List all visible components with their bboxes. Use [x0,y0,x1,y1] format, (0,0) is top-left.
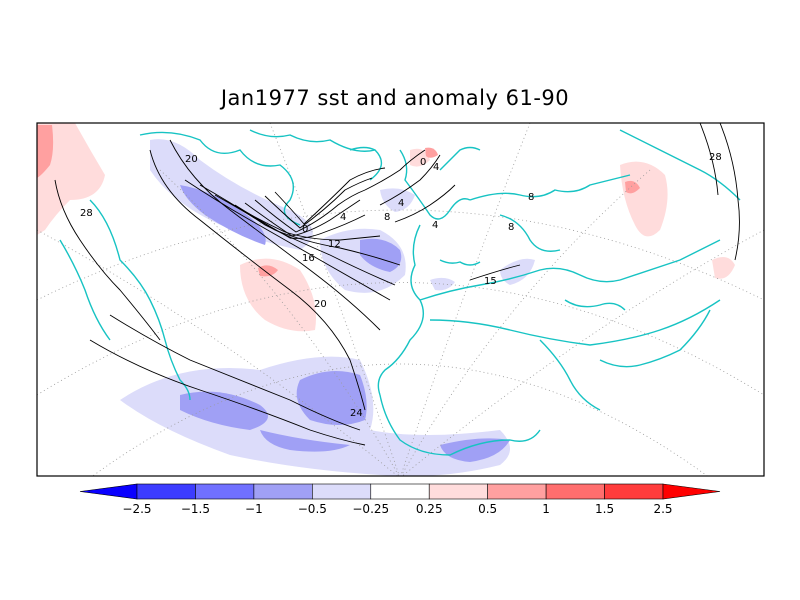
contour-label: 8 [528,192,534,203]
coastlines [59,129,741,456]
colorbar-triangle-low [79,483,138,500]
contour-label: 8 [508,222,514,233]
page-title: Jan1977 sst and anomaly 61-90 [220,86,570,110]
colorbar-tick-label: 2.5 [653,502,672,516]
colorbar-tick-label: −0.5 [298,502,327,516]
colorbar-box [604,483,664,500]
colorbar-tick-label: −1 [245,502,263,516]
contour-label: 24 [350,408,363,419]
contour-label: 16 [302,253,315,264]
contour-label: 4 [433,162,439,173]
colorbar-box [195,483,255,500]
contour-label: 20 [314,299,327,310]
contour-label: 0 [420,157,426,168]
colorbar-box [487,483,547,500]
colorbar-triangle-high [662,483,721,500]
contour-label: 0 [302,224,308,235]
colorbar-labels: −2.5 −1.5 −1 −0.5 −0.25 0.25 0.5 1 1.5 2.5 [122,502,672,516]
colorbar-tick-label: −0.25 [352,502,389,516]
colorbar-box [253,483,313,500]
colorbar-tick-label: 0.25 [416,502,443,516]
contour-label: 4 [340,212,346,223]
graticule [37,123,764,476]
colorbar-tick-label: −2.5 [122,502,151,516]
contour-label: 8 [384,212,390,223]
colorbar-tick-label: −1.5 [181,502,210,516]
colorbar-tick-label: 1.5 [595,502,614,516]
map-frame [36,122,765,477]
colorbar-tick-label: 0.5 [478,502,497,516]
colorbar-box [428,483,488,500]
colorbar-box [136,483,196,500]
contour-labels: 20 28 0 4 4 8 12 16 20 24 8 15 4 28 0 4 … [80,152,722,419]
contour-label: 28 [709,152,722,163]
colorbar-box [312,483,372,500]
sst-contours [54,123,740,446]
contour-label: 20 [185,154,198,165]
colorbar-boxes [79,483,721,500]
positive-anomaly-shading [37,123,735,332]
contour-label: 4 [398,198,404,209]
colorbar-box [545,483,605,500]
contour-label: 15 [484,276,497,287]
colorbar-box [370,483,430,500]
contour-label: 12 [328,239,341,250]
contour-label: 28 [80,208,93,219]
colorbar-tick-label: 1 [542,502,550,516]
contour-label: 4 [432,220,438,231]
